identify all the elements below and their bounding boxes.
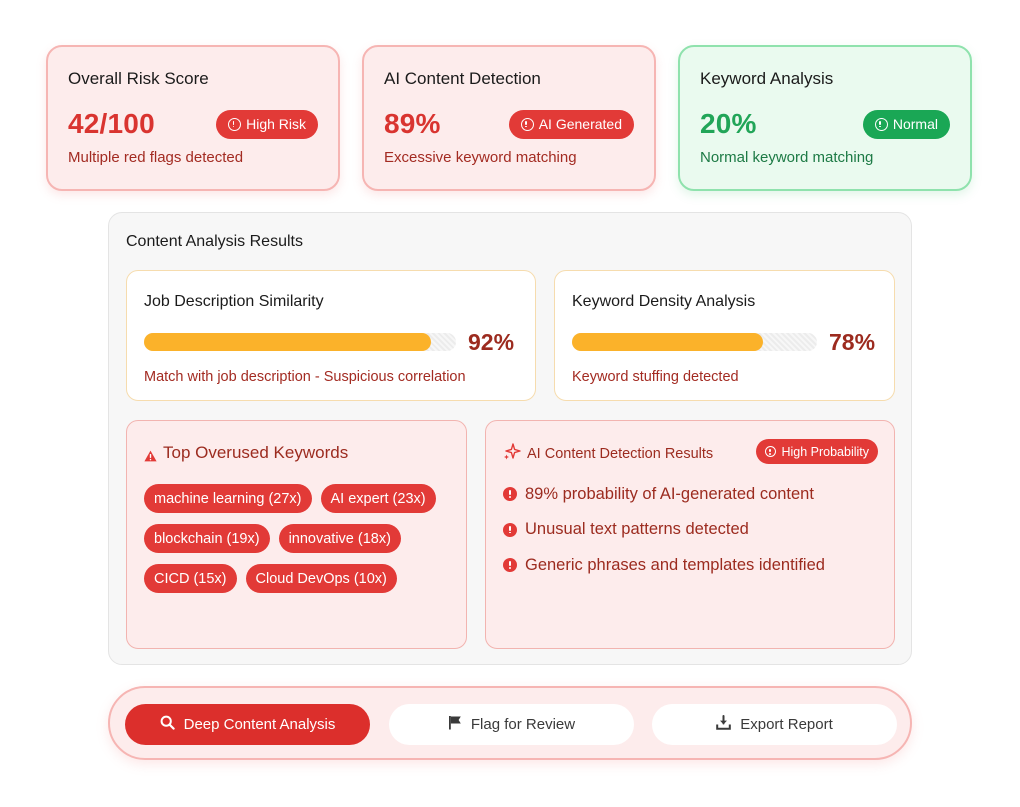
alert-icon <box>503 487 517 501</box>
button-label: Export Report <box>740 716 833 733</box>
info-icon <box>765 446 777 457</box>
button-label: Deep Content Analysis <box>183 716 336 733</box>
button-label: Flag for Review <box>470 716 576 733</box>
list-item-text: Unusual text patterns detected <box>525 520 749 538</box>
info-icon <box>228 117 242 131</box>
keyword-analysis-card: Keyword Analysis 20% Normal Normal keywo… <box>678 45 972 191</box>
content-analysis-panel: Content Analysis Results Job Description… <box>108 212 912 665</box>
panel-title: Content Analysis Results <box>126 233 303 250</box>
similarity-progress-fill <box>144 333 432 351</box>
similarity-title: Job Description Similarity <box>144 293 324 310</box>
info-icon <box>520 117 534 131</box>
action-bar: Deep Content Analysis Flag for Review Ex… <box>108 686 912 760</box>
density-card: Keyword Density Analysis 78% Keyword stu… <box>554 270 895 401</box>
keyword-chip[interactable]: blockchain (19x) <box>144 524 270 553</box>
ai-detection-results-card: AI Content Detection Results High Probab… <box>485 420 895 649</box>
similarity-percent: 92% <box>468 328 515 355</box>
keyword-chip-list: machine learning (27x) AI expert (23x) b… <box>144 484 454 593</box>
list-item-text: Generic phrases and templates identified <box>525 555 825 574</box>
alert-icon <box>503 522 517 537</box>
similarity-subtitle: Match with job description - Suspicious … <box>144 369 466 385</box>
risk-score-value: 42/100 <box>68 108 155 139</box>
probability-badge: High Probability <box>756 439 878 464</box>
list-item: Unusual text patterns detected <box>503 520 825 540</box>
density-percent: 78% <box>829 328 876 355</box>
flag-for-review-button[interactable]: Flag for Review <box>389 704 634 745</box>
status-badge: High Risk <box>216 109 318 139</box>
keyword-chip[interactable]: Cloud DevOps (10x) <box>245 564 397 593</box>
export-report-button[interactable]: Export Report <box>652 704 897 745</box>
risk-score-card: Overall Risk Score 42/100 High Risk Mult… <box>46 45 340 191</box>
badge-label: High Probability <box>781 444 869 459</box>
density-progress-bar <box>572 333 817 351</box>
card-title: AI Content Detection <box>384 69 541 88</box>
overused-keywords-card: Top Overused Keywords machine learning (… <box>126 420 467 649</box>
flag-icon <box>448 715 462 734</box>
info-icon <box>874 117 888 131</box>
warning-icon <box>144 447 157 462</box>
list-item-text: 89% probability of AI-generated content <box>525 484 814 503</box>
alert-icon <box>503 558 517 572</box>
ai-detection-card: AI Content Detection 89% AI Generated Ex… <box>362 45 656 191</box>
density-subtitle: Keyword stuffing detected <box>572 369 739 385</box>
keyword-chip[interactable]: innovative (18x) <box>278 524 401 553</box>
card-title: Keyword Analysis <box>700 69 834 88</box>
badge-label: AI Generated <box>538 116 622 132</box>
density-title: Keyword Density Analysis <box>572 293 756 310</box>
status-badge: Normal <box>862 109 950 139</box>
card-subtitle: Excessive keyword matching <box>384 149 577 166</box>
card-subtitle: Multiple red flags detected <box>68 149 244 166</box>
sparkle-icon <box>503 443 521 465</box>
search-icon <box>160 715 175 734</box>
badge-label: High Risk <box>246 116 306 132</box>
keywords-title: Top Overused Keywords <box>163 443 349 462</box>
ai-results-title: AI Content Detection Results <box>527 446 714 462</box>
badge-label: Normal <box>892 116 938 132</box>
list-item: Generic phrases and templates identified <box>503 555 825 575</box>
download-icon <box>716 715 732 734</box>
list-item: 89% probability of AI-generated content <box>503 484 825 504</box>
status-badge: AI Generated <box>508 109 634 139</box>
density-progress-fill <box>572 333 764 351</box>
keyword-chip[interactable]: machine learning (27x) <box>144 484 312 513</box>
card-title: Overall Risk Score <box>68 69 209 88</box>
ai-detection-value: 89% <box>384 108 441 139</box>
deep-content-analysis-button[interactable]: Deep Content Analysis <box>125 704 370 745</box>
similarity-progress-bar <box>144 333 456 351</box>
keyword-chip[interactable]: CICD (15x) <box>144 564 237 593</box>
keyword-chip[interactable]: AI expert (23x) <box>320 484 436 513</box>
card-subtitle: Normal keyword matching <box>700 149 874 166</box>
ai-results-list: 89% probability of AI-generated content … <box>503 484 825 591</box>
similarity-card: Job Description Similarity 92% Match wit… <box>126 270 536 401</box>
keyword-analysis-value: 20% <box>700 108 757 139</box>
